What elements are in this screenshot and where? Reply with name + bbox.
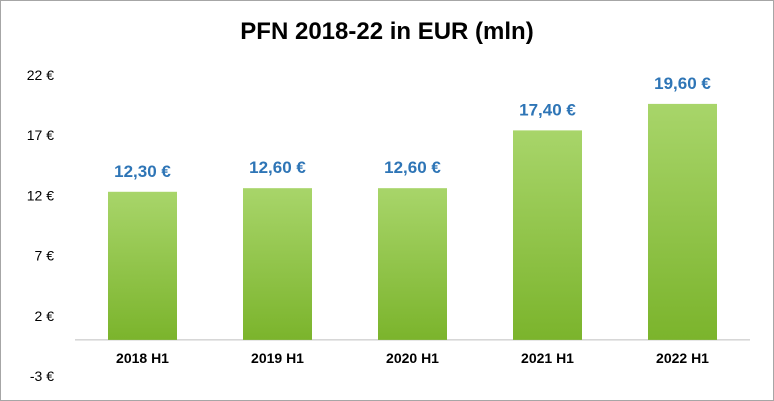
- y-tick-label: 7 €: [35, 248, 55, 264]
- y-axis: 22 € 17 € 12 € 7 € 2 € -3 €: [27, 67, 54, 384]
- bars: 12,30 € 2018 H1 12,60 € 2019 H1 12,60 € 2020 …: [108, 74, 717, 366]
- y-tick-label: 12 €: [27, 187, 54, 203]
- x-tick-label: 2018 H1: [116, 350, 169, 366]
- y-tick-label: -3 €: [30, 368, 54, 384]
- bar: [648, 103, 717, 340]
- data-label: 12,60 €: [249, 158, 306, 177]
- data-label: 17,40 €: [519, 100, 576, 119]
- bar: [378, 188, 447, 340]
- x-tick-label: 2022 H1: [656, 350, 709, 366]
- data-label: 19,60 €: [654, 74, 711, 93]
- y-tick-label: 22 €: [27, 67, 54, 83]
- bar: [513, 130, 582, 340]
- x-tick-label: 2021 H1: [521, 350, 574, 366]
- x-tick-label: 2019 H1: [251, 350, 304, 366]
- data-label: 12,60 €: [384, 158, 441, 177]
- bar: [243, 188, 312, 340]
- bar: [108, 191, 177, 340]
- y-tick-label: 2 €: [35, 308, 55, 324]
- chart-title: PFN 2018-22 in EUR (mln): [240, 18, 534, 45]
- x-tick-label: 2020 H1: [386, 350, 439, 366]
- y-tick-label: 17 €: [27, 127, 54, 143]
- data-label: 12,30 €: [114, 162, 171, 181]
